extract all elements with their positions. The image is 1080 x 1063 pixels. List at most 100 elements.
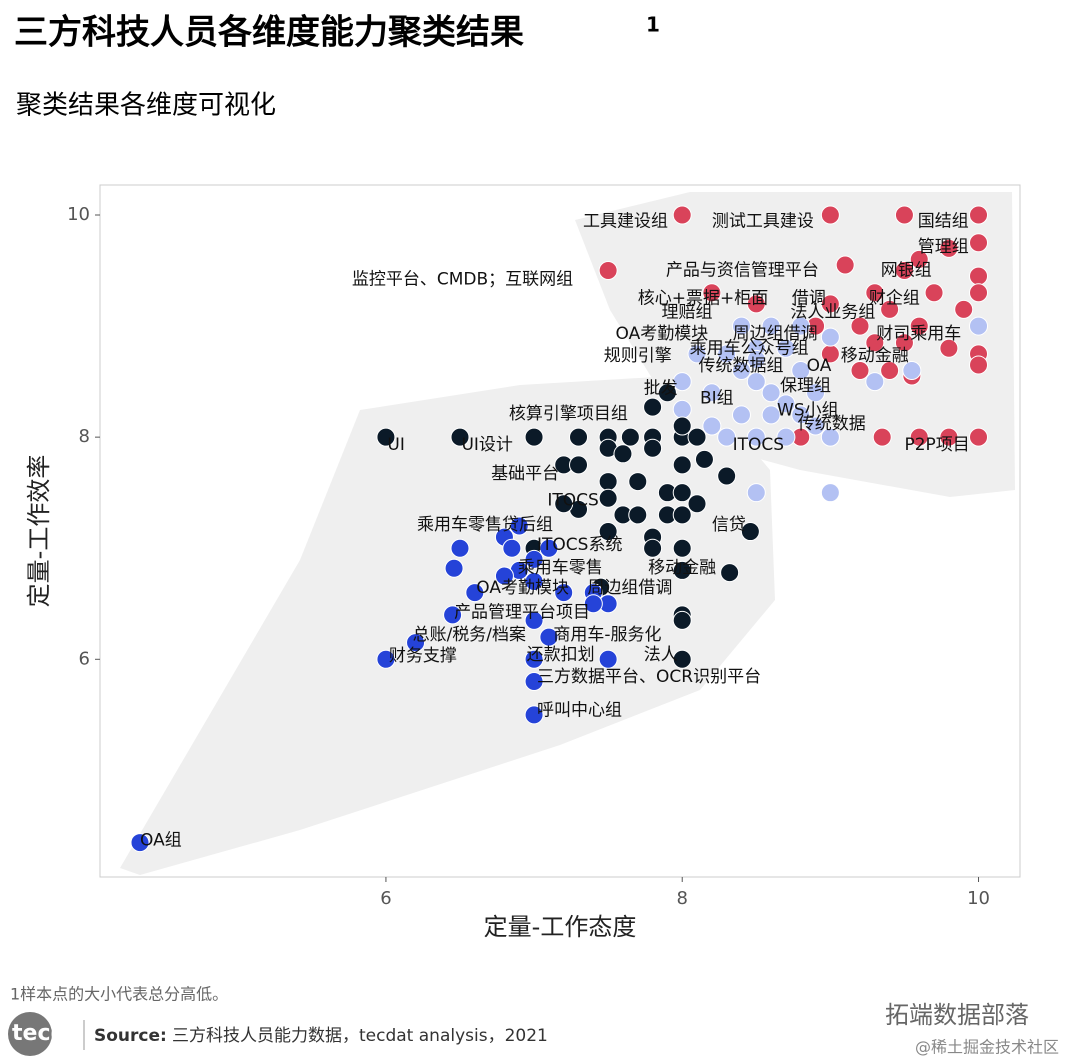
- point-label: 财务支撑: [389, 646, 457, 666]
- point: [939, 338, 959, 358]
- point: [569, 455, 589, 475]
- point: [554, 583, 574, 603]
- point: [791, 316, 811, 336]
- point-label: 监控平台、CMDB；互联网组: [352, 269, 573, 289]
- point: [702, 383, 722, 403]
- point: [969, 355, 989, 375]
- watermark: @稀土掘金技术社区: [915, 1038, 1059, 1057]
- point-label: 传统数据: [798, 414, 866, 434]
- point: [746, 349, 766, 369]
- point-label: 三方数据平台、OCR识别平台: [537, 667, 761, 687]
- point: [902, 360, 922, 380]
- point-label: 财企组: [869, 288, 920, 308]
- point: [717, 427, 737, 447]
- point: [776, 338, 796, 358]
- point: [524, 427, 544, 447]
- x-tick-label: 10: [967, 888, 990, 909]
- y-tick-label: 10: [67, 204, 90, 225]
- source-text: 三方科技人员能力数据，tecdat analysis，2021: [172, 1026, 548, 1046]
- point-label: 批发: [644, 378, 678, 398]
- y-tick-label: 6: [79, 648, 90, 669]
- point: [835, 255, 855, 275]
- point-label: 乘用车零售: [518, 558, 603, 578]
- point-label: 总账/税务/档案: [413, 625, 526, 645]
- title: 三方科技人员各维度能力聚类结果: [14, 13, 524, 53]
- point-label: 网银组: [881, 261, 932, 281]
- point: [672, 455, 692, 475]
- point: [731, 405, 751, 425]
- point: [820, 483, 840, 503]
- point-label: P2P项目: [904, 435, 969, 455]
- point: [969, 316, 989, 336]
- point: [746, 483, 766, 503]
- point: [406, 633, 426, 653]
- point: [443, 605, 463, 625]
- point: [939, 238, 959, 258]
- point: [130, 833, 150, 853]
- point: [894, 205, 914, 225]
- point: [598, 261, 618, 281]
- point: [791, 405, 811, 425]
- point: [643, 538, 663, 558]
- point: [598, 488, 618, 508]
- point-label: 移动金融: [841, 346, 909, 366]
- point-label: 管理组: [918, 237, 969, 257]
- point: [509, 516, 529, 536]
- point-label: 传统数据组: [699, 356, 784, 376]
- watermark: 拓端数据部落: [885, 1001, 1029, 1029]
- point: [687, 344, 707, 364]
- point: [539, 627, 559, 647]
- point: [806, 416, 826, 436]
- point-label: 法人: [644, 645, 678, 665]
- point: [717, 466, 737, 486]
- point: [672, 399, 692, 419]
- point-label: BI组: [700, 388, 734, 408]
- point: [872, 427, 892, 447]
- point: [502, 538, 522, 558]
- point-label: WS小组: [777, 400, 839, 420]
- point-label: 工具建设组: [583, 212, 668, 232]
- point: [672, 483, 692, 503]
- point: [969, 266, 989, 286]
- point: [376, 649, 396, 669]
- point: [820, 327, 840, 347]
- point: [820, 294, 840, 314]
- point: [672, 505, 692, 525]
- point: [672, 560, 692, 580]
- point: [761, 405, 781, 425]
- point-label: 核算引擎项目组: [509, 404, 628, 424]
- point: [909, 249, 929, 269]
- point: [524, 672, 544, 692]
- point: [720, 563, 740, 583]
- point: [569, 427, 589, 447]
- point: [776, 427, 796, 447]
- point: [954, 299, 974, 319]
- point-label: 周边组借调: [733, 324, 818, 344]
- point-label: 基础平台: [491, 464, 559, 484]
- point: [969, 427, 989, 447]
- point-label: 信贷: [712, 515, 746, 535]
- point: [672, 538, 692, 558]
- point-label: 移动金融: [648, 558, 716, 578]
- point: [717, 344, 737, 364]
- point: [746, 294, 766, 314]
- point-label: 国结组: [918, 212, 969, 232]
- title-sup: 1: [646, 13, 660, 37]
- y-axis-title: 定量-工作效率: [25, 455, 53, 608]
- point: [850, 360, 870, 380]
- point: [539, 538, 559, 558]
- point: [598, 522, 618, 542]
- point: [554, 494, 574, 514]
- point: [628, 505, 648, 525]
- point: [524, 649, 544, 669]
- point-label: 核心+票据+柜面: [638, 288, 769, 308]
- point: [909, 427, 929, 447]
- point-label: ITOCS系统: [537, 535, 622, 555]
- point-label: 产品管理平台项目: [454, 603, 590, 623]
- point: [524, 549, 544, 569]
- subtitle: 聚类结果各维度可视化: [16, 91, 276, 121]
- point: [865, 283, 885, 303]
- point: [643, 397, 663, 417]
- point-label: OA考勤模块: [616, 324, 709, 344]
- point: [657, 383, 677, 403]
